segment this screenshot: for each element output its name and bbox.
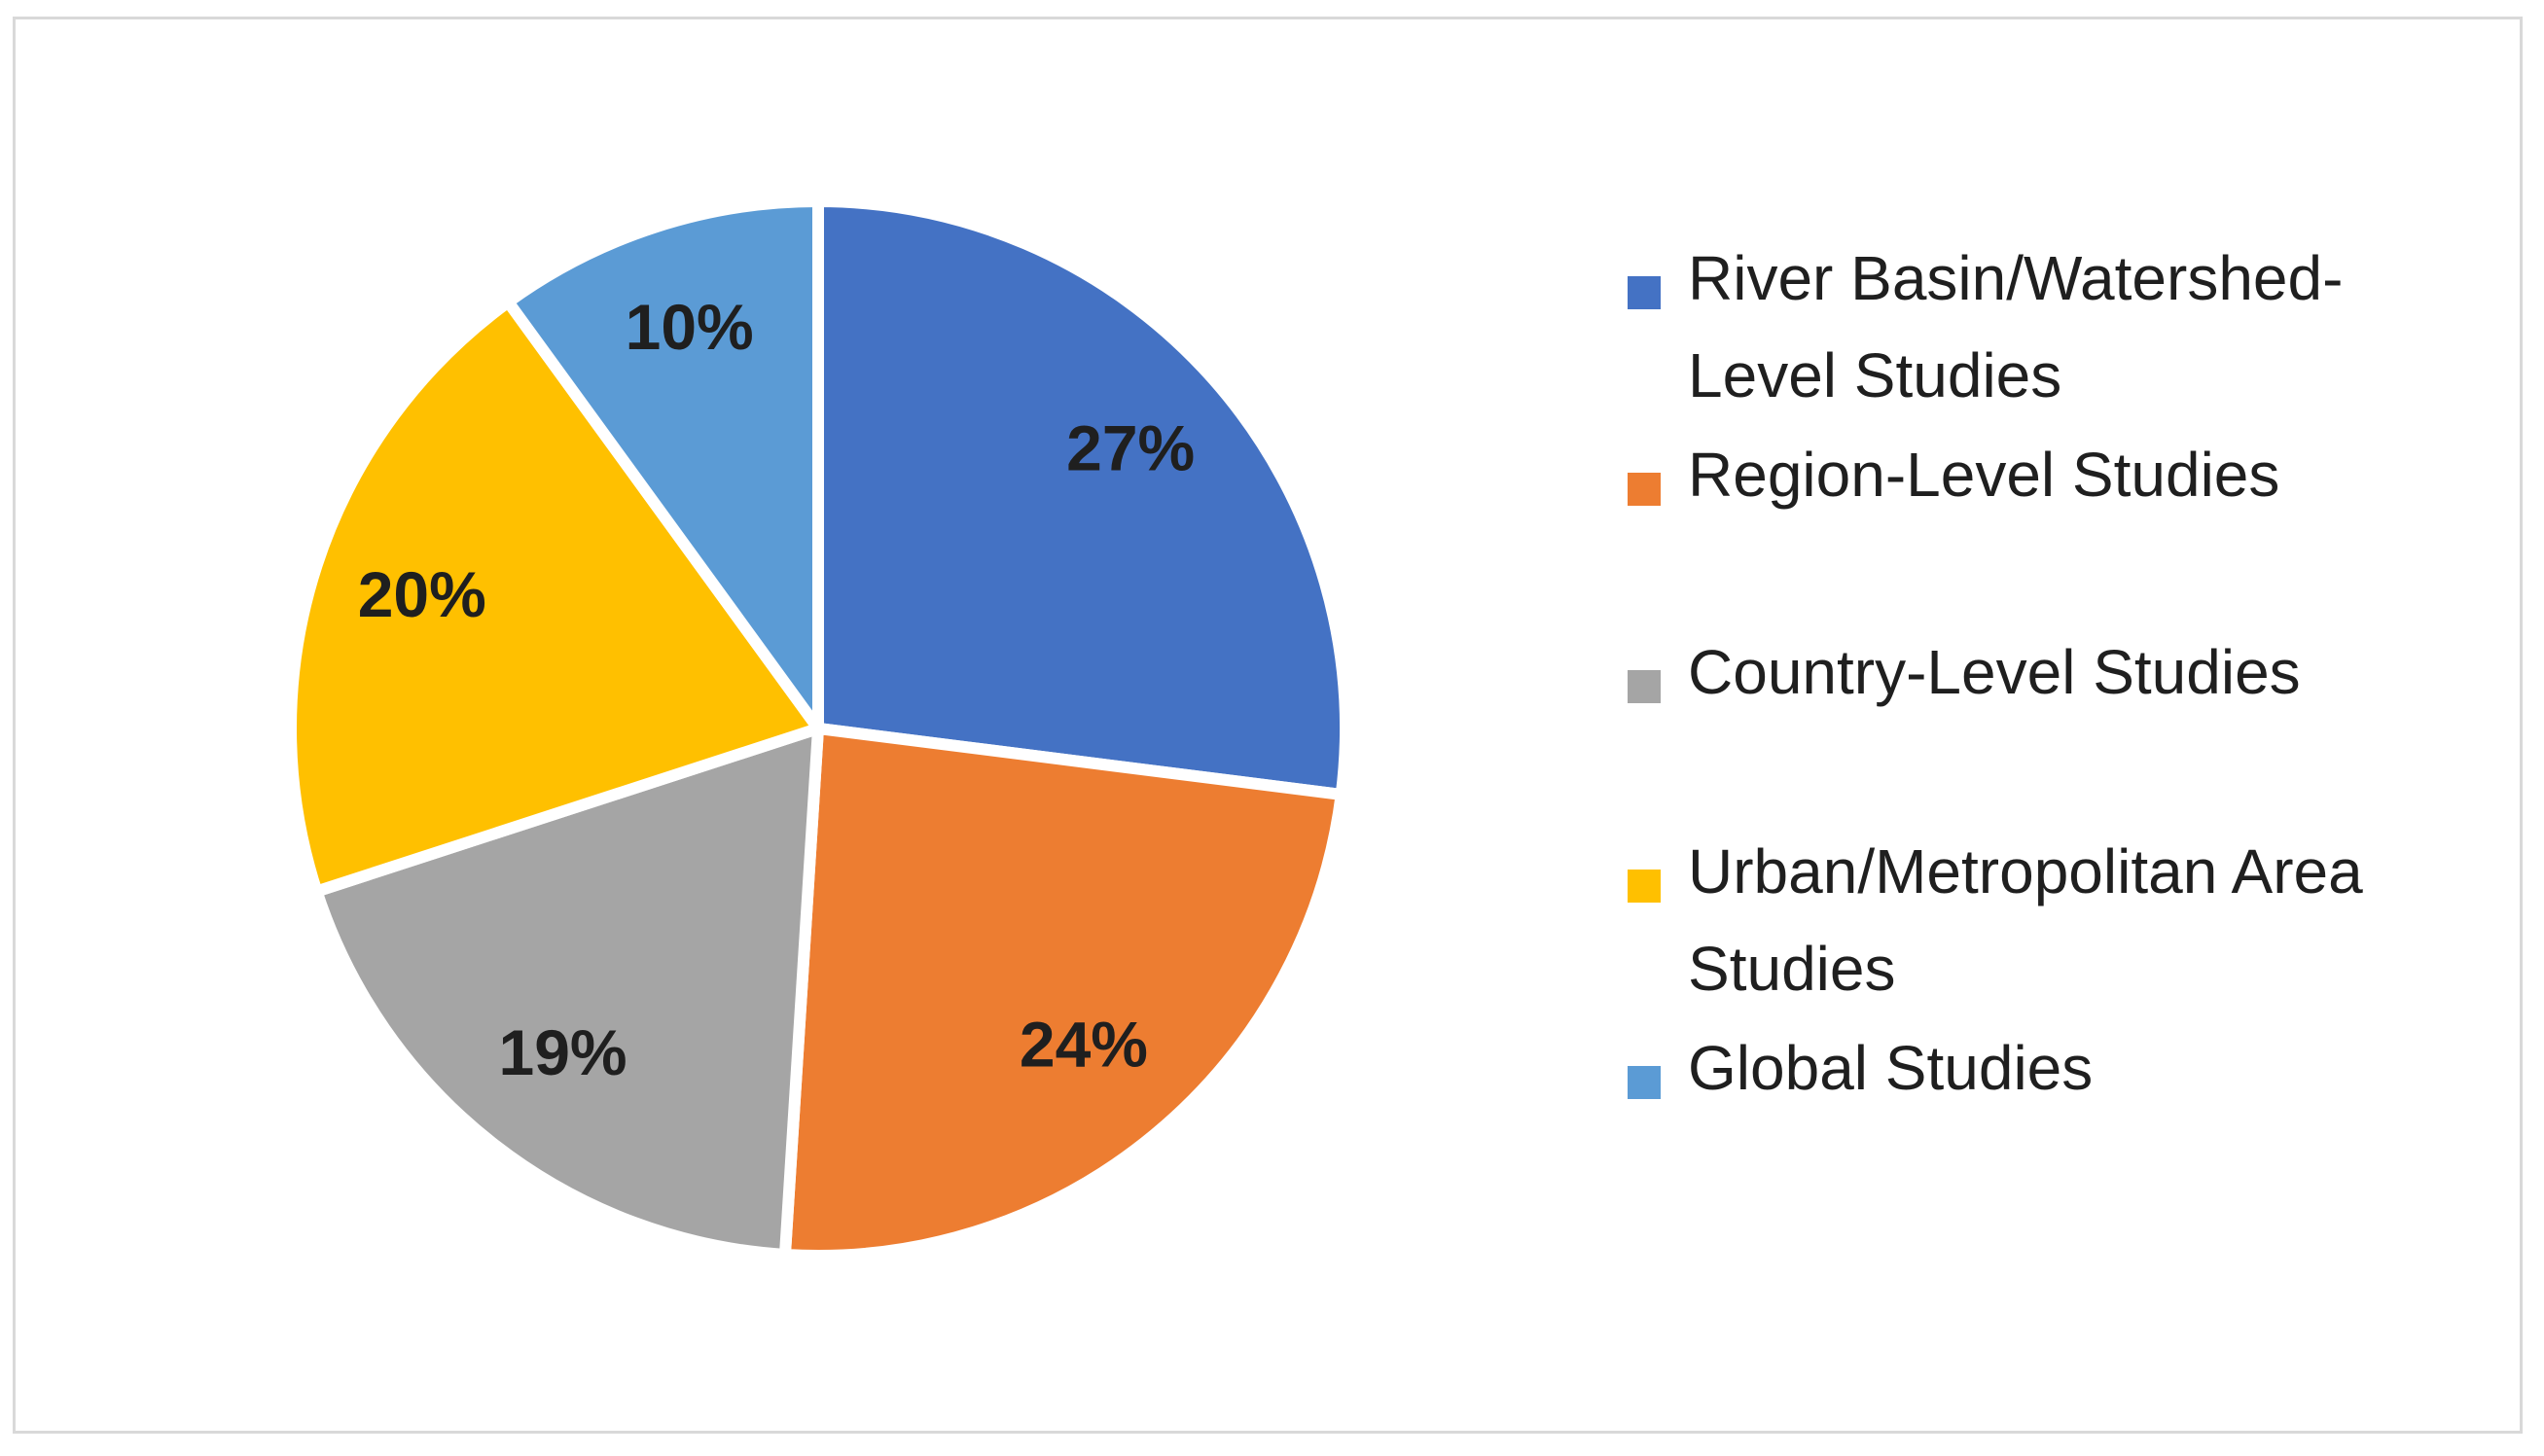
legend-label: Country-Level Studies xyxy=(1688,637,2301,707)
pie-slice xyxy=(502,195,824,734)
data-label: 10% xyxy=(626,291,754,363)
pie-slice xyxy=(310,723,824,1261)
chart-frame xyxy=(13,17,2523,1434)
legend-item: Urban/Metropolitan Area Studies xyxy=(1628,836,2369,1017)
pie-slice xyxy=(778,723,1347,1261)
data-label: 27% xyxy=(1066,411,1195,483)
legend-label: River Basin/Watershed-Level Studies xyxy=(1688,243,2344,410)
data-label: 20% xyxy=(358,558,486,630)
legend-item: Country-Level Studies xyxy=(1628,637,2369,721)
legend-item: River Basin/Watershed-Level Studies xyxy=(1628,243,2369,424)
data-label: 24% xyxy=(1020,1008,1148,1080)
legend-swatch xyxy=(1628,276,1661,309)
legend-item: Global Studies xyxy=(1628,1033,2369,1117)
legend-swatch xyxy=(1628,473,1661,506)
legend-swatch xyxy=(1628,870,1661,903)
pie-slice xyxy=(812,195,1351,800)
legend-swatch xyxy=(1628,670,1661,703)
data-label: 19% xyxy=(499,1016,627,1088)
legend-swatch xyxy=(1628,1066,1661,1099)
legend-label: Global Studies xyxy=(1688,1033,2094,1103)
legend-item: Region-Level Studies xyxy=(1628,440,2369,523)
legend-label: Urban/Metropolitan Area Studies xyxy=(1688,836,2363,1004)
legend-label: Region-Level Studies xyxy=(1688,440,2280,510)
pie-slice xyxy=(285,296,824,898)
